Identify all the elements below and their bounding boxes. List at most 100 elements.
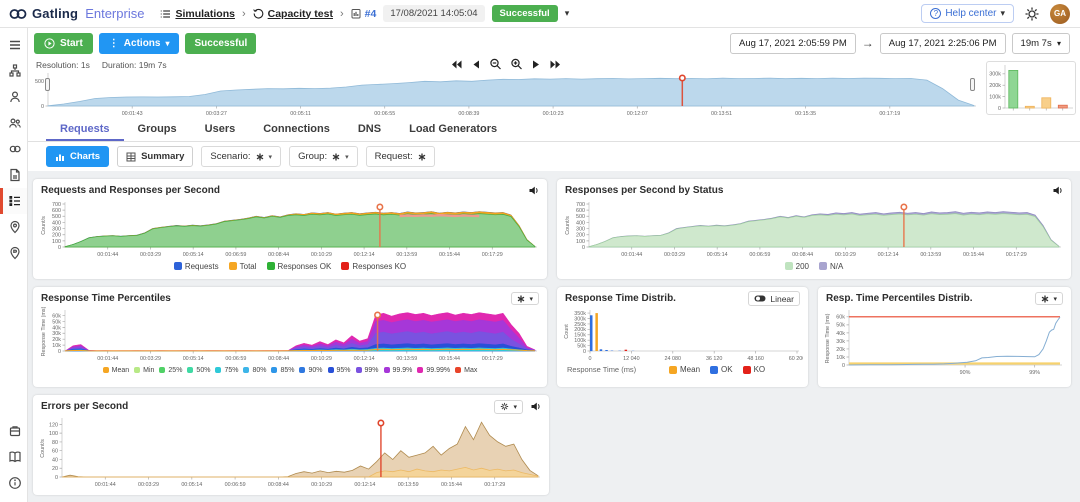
svg-text:150k: 150k: [574, 333, 586, 339]
svg-text:00:12:07: 00:12:07: [627, 111, 648, 117]
svg-text:00:06:59: 00:06:59: [225, 482, 246, 488]
legend-item[interactable]: 50%: [187, 367, 210, 374]
date-from-input[interactable]: Aug 17, 2021 2:05:59 PM: [730, 33, 856, 54]
tab-connections[interactable]: Connections: [249, 118, 344, 141]
sidebar-item-simulations[interactable]: [0, 188, 27, 214]
legend-item[interactable]: 25%: [159, 367, 182, 374]
svg-text:100k: 100k: [989, 95, 1001, 101]
svg-text:400: 400: [576, 220, 585, 226]
actions-button[interactable]: ⋮ Actions ▾: [99, 33, 180, 54]
legend-item[interactable]: 99.9%: [384, 367, 413, 374]
svg-text:00:15:44: 00:15:44: [439, 252, 460, 258]
dedicated-ips-icon[interactable]: [0, 240, 27, 266]
svg-text:00:15:44: 00:15:44: [441, 482, 462, 488]
request-filter[interactable]: Request:: [366, 146, 435, 167]
svg-text:00:12:14: 00:12:14: [354, 356, 375, 362]
play-button[interactable]: [532, 59, 541, 70]
svg-text:00:01:43: 00:01:43: [122, 111, 143, 117]
caret-icon: ▾: [513, 403, 517, 411]
linear-toggle[interactable]: Linear: [748, 291, 800, 306]
zoom-in-button[interactable]: [511, 58, 523, 70]
documentation-icon[interactable]: [0, 444, 27, 470]
skip-start-button[interactable]: [451, 59, 463, 70]
svg-text:99%: 99%: [1029, 370, 1040, 376]
panel-title: Response Time Percentiles: [41, 293, 171, 304]
group-filter[interactable]: Group: ▾: [289, 146, 358, 167]
tab-requests[interactable]: Requests: [46, 118, 124, 141]
speaker-icon[interactable]: [1052, 185, 1063, 196]
svg-text:00:10:29: 00:10:29: [311, 252, 332, 258]
legend-item[interactable]: 99%: [356, 367, 379, 374]
charts-view-button[interactable]: Charts: [46, 146, 109, 167]
teams-icon[interactable]: [0, 110, 27, 136]
duration-label: Duration: 19m 7s: [102, 60, 167, 70]
legend-item[interactable]: N/A: [819, 262, 843, 271]
legend-item[interactable]: OK: [710, 365, 733, 374]
legend-item[interactable]: 85%: [271, 367, 294, 374]
breadcrumb-simulations[interactable]: Simulations: [160, 8, 235, 20]
summary-view-button[interactable]: Summary: [117, 146, 193, 167]
gear-icon[interactable]: [1024, 6, 1040, 22]
timeline-left-handle[interactable]: [45, 78, 50, 91]
organization-icon[interactable]: [0, 58, 27, 84]
legend-item[interactable]: 99.99%: [417, 367, 450, 374]
timeline-overview-chart[interactable]: 050000:01:4300:03:2700:05:1100:06:5500:0…: [34, 72, 978, 118]
legend-item[interactable]: Min: [134, 367, 154, 374]
zoom-out-button[interactable]: [490, 58, 502, 70]
svg-text:40k: 40k: [836, 331, 845, 337]
legend-item[interactable]: 95%: [328, 367, 351, 374]
svg-text:200k: 200k: [989, 83, 1001, 89]
step-back-button[interactable]: [472, 59, 481, 70]
percentiles-distrib-selector[interactable]: ▾: [1035, 292, 1063, 305]
help-center-button[interactable]: ? Help center ▾: [921, 4, 1014, 23]
packages-icon[interactable]: [0, 162, 27, 188]
legend-item[interactable]: Requests: [174, 262, 219, 271]
user-avatar[interactable]: GA: [1050, 4, 1070, 24]
profile-icon[interactable]: [0, 84, 27, 110]
plugins-icon[interactable]: [0, 418, 27, 444]
speaker-icon[interactable]: [530, 401, 541, 412]
legend-item[interactable]: 90%: [299, 367, 322, 374]
panel-title: Resp. Time Percentiles Distrib.: [826, 293, 973, 304]
svg-text:00:10:23: 00:10:23: [543, 111, 564, 117]
tab-load-generators[interactable]: Load Generators: [395, 118, 511, 141]
tab-dns[interactable]: DNS: [344, 118, 395, 141]
svg-text:00:03:27: 00:03:27: [206, 111, 227, 117]
speaker-icon[interactable]: [528, 185, 539, 196]
menu-icon[interactable]: [0, 32, 27, 58]
gatling-logo-icon: [8, 7, 28, 21]
legend-item[interactable]: KO: [743, 365, 766, 374]
legend-item[interactable]: Responses KO: [341, 262, 406, 271]
about-icon[interactable]: [0, 470, 27, 496]
run-selector-caret[interactable]: ▾: [565, 8, 570, 19]
svg-text:Count/s: Count/s: [41, 216, 47, 235]
percentiles-selector[interactable]: ▾: [511, 292, 539, 305]
legend-item[interactable]: Mean: [103, 367, 130, 374]
range-duration-select[interactable]: 19m 7s ▾: [1012, 33, 1070, 54]
legend-item[interactable]: 200: [785, 262, 809, 271]
start-button[interactable]: Start: [34, 33, 93, 54]
api-tokens-icon[interactable]: [0, 136, 27, 162]
private-locations-icon[interactable]: [0, 214, 27, 240]
timeline-chart-svg[interactable]: 050000:01:4300:03:2700:05:1100:06:5500:0…: [34, 72, 978, 118]
legend-item[interactable]: Max: [455, 367, 477, 374]
skip-end-button[interactable]: [550, 59, 562, 70]
legend-item[interactable]: Total: [229, 262, 257, 271]
errors-settings[interactable]: ▾: [494, 400, 523, 414]
legend-item[interactable]: 75%: [215, 367, 238, 374]
scenario-filter[interactable]: Scenario: ▾: [201, 146, 281, 167]
tab-groups[interactable]: Groups: [124, 118, 191, 141]
svg-text:300: 300: [52, 226, 61, 232]
legend-item[interactable]: 80%: [243, 367, 266, 374]
svg-text:00:03:29: 00:03:29: [664, 252, 685, 258]
svg-text:00:13:51: 00:13:51: [711, 111, 732, 117]
breadcrumb-run[interactable]: #4: [351, 8, 377, 20]
breadcrumb-simulation-name[interactable]: Capacity test: [253, 8, 333, 20]
gear-icon: [500, 402, 509, 411]
timeline-right-handle[interactable]: [970, 78, 975, 91]
legend-item[interactable]: Responses OK: [267, 262, 332, 271]
gatling-logo[interactable]: Gatling Enterprise: [8, 6, 144, 21]
tab-users[interactable]: Users: [191, 118, 250, 141]
date-to-input[interactable]: Aug 17, 2021 2:25:06 PM: [880, 33, 1006, 54]
legend-item[interactable]: Mean: [669, 365, 700, 374]
